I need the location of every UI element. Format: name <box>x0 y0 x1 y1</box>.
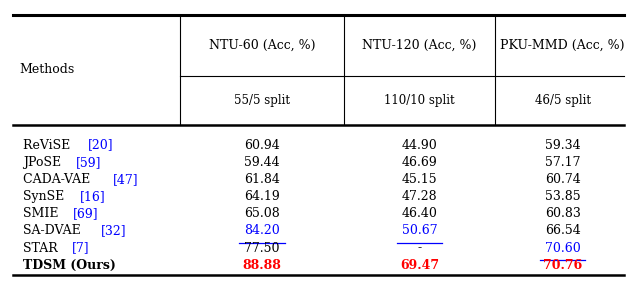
Text: [16]: [16] <box>80 190 106 203</box>
Text: [20]: [20] <box>88 139 113 151</box>
Text: 60.83: 60.83 <box>545 207 580 220</box>
Text: 57.17: 57.17 <box>545 156 580 169</box>
Text: 70.76: 70.76 <box>543 259 582 272</box>
Text: Methods: Methods <box>20 64 75 77</box>
Text: ReViSE: ReViSE <box>23 139 74 151</box>
Text: 70.60: 70.60 <box>545 242 580 255</box>
Text: [69]: [69] <box>73 207 99 220</box>
Text: JPoSE: JPoSE <box>23 156 65 169</box>
Text: [47]: [47] <box>113 173 139 186</box>
Text: 61.84: 61.84 <box>244 173 280 186</box>
Text: 84.20: 84.20 <box>244 224 280 237</box>
Text: PKU-MMD (Acc, %): PKU-MMD (Acc, %) <box>500 39 625 52</box>
Text: 110/10 split: 110/10 split <box>384 94 455 107</box>
Text: 59.34: 59.34 <box>545 139 580 151</box>
Text: -: - <box>417 242 422 255</box>
Text: SynSE: SynSE <box>23 190 68 203</box>
Text: 69.47: 69.47 <box>400 259 439 272</box>
Text: 60.74: 60.74 <box>545 173 580 186</box>
Text: CADA-VAE: CADA-VAE <box>23 173 94 186</box>
Text: 53.85: 53.85 <box>545 190 580 203</box>
Text: SA-DVAE: SA-DVAE <box>23 224 84 237</box>
Text: 46.40: 46.40 <box>402 207 438 220</box>
Text: [32]: [32] <box>101 224 127 237</box>
Text: 45.15: 45.15 <box>402 173 437 186</box>
Text: 50.67: 50.67 <box>402 224 437 237</box>
Text: 60.94: 60.94 <box>244 139 280 151</box>
Text: SMIE: SMIE <box>23 207 62 220</box>
Text: 44.90: 44.90 <box>402 139 438 151</box>
Text: 64.19: 64.19 <box>244 190 280 203</box>
Text: 65.08: 65.08 <box>244 207 280 220</box>
Text: 55/5 split: 55/5 split <box>234 94 290 107</box>
Text: 47.28: 47.28 <box>402 190 437 203</box>
Text: TDSM (Ours): TDSM (Ours) <box>23 259 116 272</box>
Text: [59]: [59] <box>76 156 102 169</box>
Text: 46/5 split: 46/5 split <box>534 94 591 107</box>
Text: 66.54: 66.54 <box>545 224 580 237</box>
Text: 88.88: 88.88 <box>243 259 282 272</box>
Text: 77.50: 77.50 <box>244 242 280 255</box>
Text: 46.69: 46.69 <box>402 156 438 169</box>
Text: NTU-60 (Acc, %): NTU-60 (Acc, %) <box>209 39 316 52</box>
Text: [7]: [7] <box>72 242 90 255</box>
Text: 59.44: 59.44 <box>244 156 280 169</box>
Text: STAR: STAR <box>23 242 61 255</box>
Text: NTU-120 (Acc, %): NTU-120 (Acc, %) <box>362 39 477 52</box>
